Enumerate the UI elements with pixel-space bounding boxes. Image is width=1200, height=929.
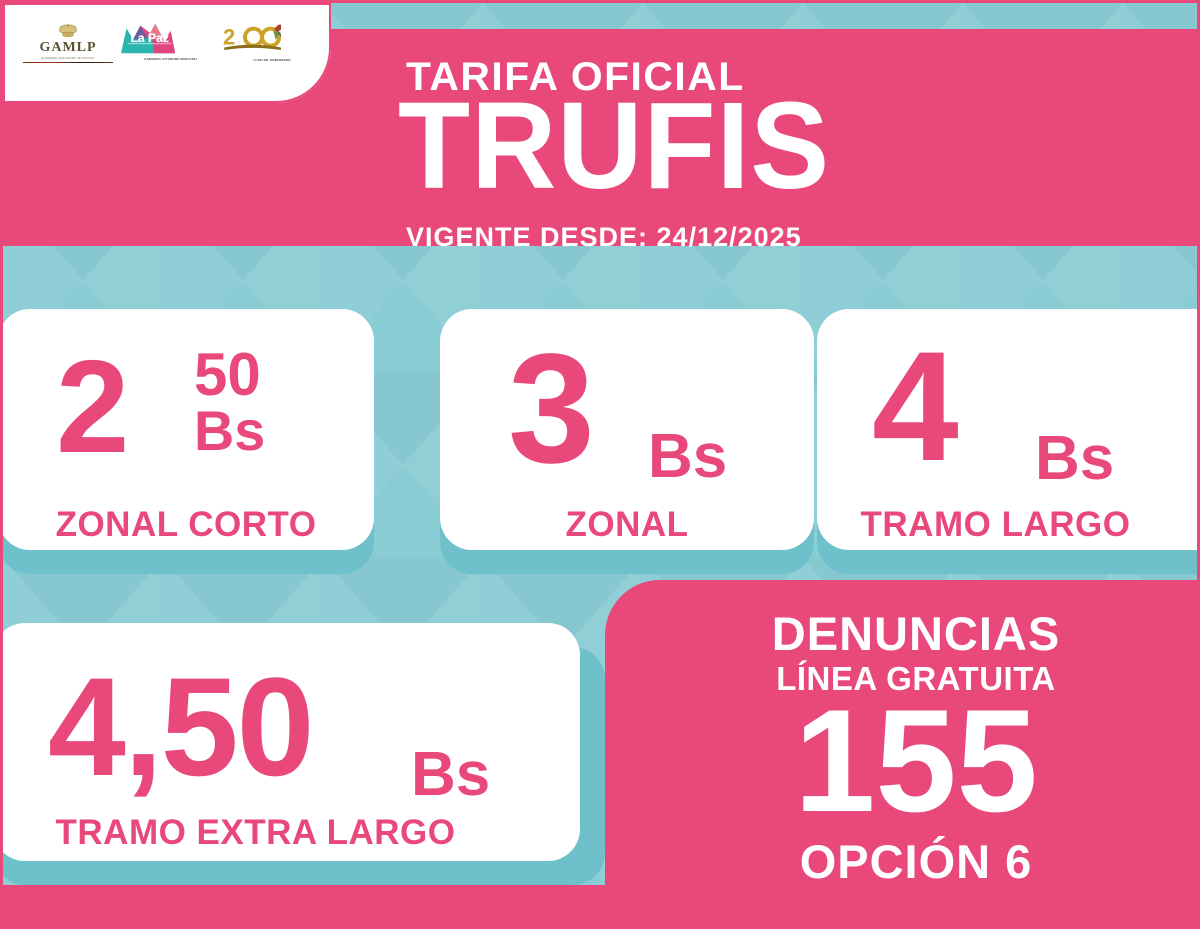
svg-text:2: 2 [223, 24, 235, 49]
svg-text:La Paz: La Paz [130, 31, 168, 45]
